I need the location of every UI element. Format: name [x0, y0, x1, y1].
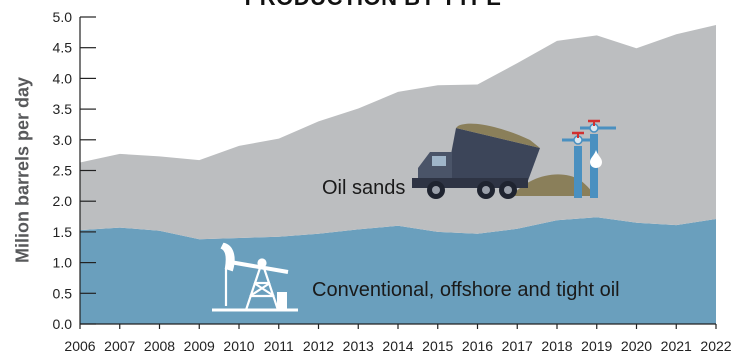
y-tick-label: 0.5: [53, 285, 73, 301]
x-tick-label: 2017: [502, 338, 533, 354]
x-tick-label: 2014: [382, 338, 413, 354]
area-series-1: [80, 25, 716, 240]
y-tick-label: 4.0: [53, 70, 73, 86]
x-tick-label: 2018: [541, 338, 572, 354]
x-axis: 2006 2007 2008 2009 2010 2011 2012 2013 2014 2015…: [64, 323, 732, 354]
x-tick-label: 2019: [581, 338, 612, 354]
x-tick-label: 2008: [144, 338, 175, 354]
oil-pump-jack-icon: [212, 242, 298, 312]
y-tick-label: 4.5: [53, 40, 73, 56]
y-axis-label: Milion barrels per day: [12, 76, 33, 264]
x-tick-label: 2006: [64, 338, 95, 354]
y-tick-label: 0.0: [53, 316, 73, 332]
y-tick-label: 1.0: [53, 255, 73, 271]
y-tick-label: 3.5: [53, 101, 73, 117]
x-tick-label: 2013: [343, 338, 374, 354]
x-tick-label: 2009: [184, 338, 215, 354]
y-tick-label: 1.5: [53, 224, 73, 240]
x-tick-label: 2016: [462, 338, 493, 354]
annotation-oil-sands: Oil sands: [322, 177, 405, 199]
y-tick-label: 2.5: [53, 163, 73, 179]
area-series-0: [80, 217, 716, 324]
x-tick-label: 2020: [621, 338, 652, 354]
x-tick-label: 2015: [422, 338, 453, 354]
chart-title: PRODUCTION BY TYPE: [0, 0, 746, 11]
y-tick-label: 2.0: [53, 193, 73, 209]
y-axis: 0.0 0.5 1.0 1.5 2.0 2.5 3.0 3.5 4.0 4.5 5.0: [53, 9, 96, 332]
dump-truck-icon: [412, 123, 596, 199]
x-tick-label: 2021: [661, 338, 692, 354]
x-tick-label: 2010: [223, 338, 254, 354]
x-tick-label: 2007: [104, 338, 135, 354]
x-tick-label: 2011: [264, 338, 294, 354]
x-tick-label: 2012: [303, 338, 334, 354]
annotation-conventional: Conventional, offshore and tight oil: [312, 279, 620, 301]
y-tick-label: 3.0: [53, 132, 73, 148]
x-tick-label: 2022: [700, 338, 731, 354]
y-tick-label: 5.0: [53, 9, 73, 25]
oil-well-valve-icon: [562, 119, 616, 198]
